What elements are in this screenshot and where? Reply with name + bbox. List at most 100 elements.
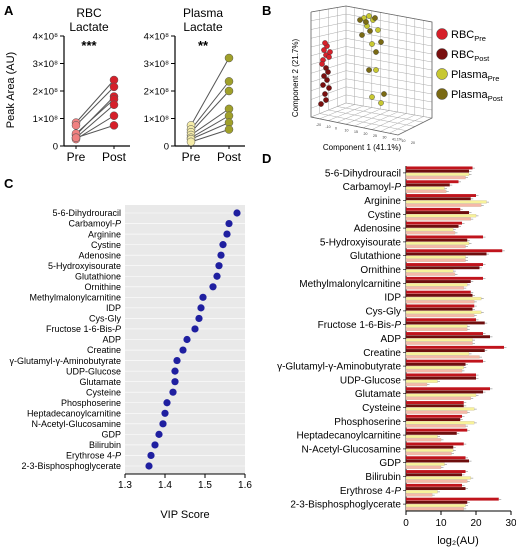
pca-floor-tick-label: 25 [373, 134, 377, 138]
bar [405, 421, 475, 425]
vip-category-label: GDP [101, 430, 121, 440]
bar-category-label: Glutathione [350, 251, 402, 262]
bar-xtick-label: 30 [505, 518, 516, 529]
bar [406, 445, 454, 449]
bar-xtick-label: 10 [435, 518, 447, 529]
bar [405, 407, 475, 411]
bar [406, 238, 468, 242]
rbc-post-point [109, 82, 119, 92]
bar [405, 479, 468, 483]
vip-point [215, 262, 223, 270]
plasma-ytick-label: 2×10⁸ [144, 87, 169, 98]
pca-point [373, 49, 379, 55]
bar [405, 172, 470, 176]
vip-category-label: Carbamoyl-P [68, 219, 121, 229]
pca-point [327, 49, 333, 55]
plasma-ytick-label: 1×10⁸ [144, 114, 169, 125]
plasma-lactate-title-line2: Lactate [183, 20, 223, 34]
bar-category-label: GDP [379, 458, 401, 469]
bar-category-label: Methylmalonylcarnitine [299, 279, 401, 290]
rbc-ytick-label: 1×10⁸ [33, 114, 58, 125]
bar [405, 365, 464, 370]
bar [406, 290, 471, 294]
bar [406, 318, 476, 322]
bar [405, 296, 482, 301]
bar [405, 352, 470, 356]
bar [406, 169, 469, 173]
vip-point [163, 399, 171, 407]
vip-point [209, 283, 217, 291]
pca-point [359, 32, 365, 38]
bar-category-label: Carbamoyl-P [343, 182, 402, 193]
rbc-pair-line [75, 86, 115, 126]
rbc-ytick-label: 2×10⁸ [33, 87, 58, 98]
bar [406, 224, 459, 228]
vip-category-label: IDP [106, 303, 121, 313]
bar-category-label: Ornithine [360, 265, 401, 276]
plasma-post-point [224, 77, 234, 86]
plasma-pair-line [190, 115, 230, 139]
plasma-xtick-label: Post [217, 150, 242, 164]
plasma-pair-line [190, 129, 230, 143]
vip-xtick-label: 1.3 [118, 480, 132, 491]
bar [406, 280, 471, 283]
bar [405, 269, 454, 273]
bar [405, 396, 471, 400]
bar [405, 451, 452, 456]
panel-a: RBC Lactate *** Plasma Lactate ** Peak A… [5, 6, 245, 164]
vip-point [197, 304, 205, 312]
bar [405, 214, 477, 218]
bar [406, 500, 468, 504]
bar [406, 359, 483, 363]
bar-category-label: N-Acetyl-Glucosamine [302, 444, 402, 455]
vip-xtick-label: 1.5 [198, 480, 212, 491]
plasma-ytick-label: 0 [164, 142, 169, 153]
plasma-pair-line [190, 108, 230, 136]
bar [406, 376, 476, 380]
panel-label-a: A [4, 3, 14, 18]
bar-category-label: Glutamate [355, 389, 402, 400]
pca-point [378, 100, 384, 106]
vip-category-label: Cys-Gly [89, 314, 121, 324]
panel-label-c: C [4, 176, 14, 191]
bar [406, 473, 462, 477]
bar [406, 335, 490, 339]
vip-point [219, 241, 227, 249]
bar [405, 272, 456, 276]
bar [406, 197, 471, 201]
pca-floor-tick-label: 10 [402, 139, 406, 143]
bar [405, 434, 438, 439]
bar [406, 442, 464, 446]
bar [405, 189, 447, 193]
bar [405, 241, 470, 245]
rbc-pair-line [75, 104, 115, 139]
bar-category-label: 2-3-Bisphosphoglycerate [290, 500, 401, 511]
bar [406, 483, 462, 487]
plasma-pair-line [190, 90, 230, 133]
bar-category-label: Adenosine [354, 224, 402, 235]
plasma-significance-label: ** [198, 38, 209, 53]
vip-category-label: ADP [102, 335, 121, 345]
bar-category-label: Cysteine [362, 403, 401, 414]
vip-category-label: Glutathione [75, 271, 121, 281]
pca-point [321, 47, 327, 53]
bar [405, 286, 464, 290]
bar [406, 349, 485, 352]
rbc-pre-point [71, 133, 81, 142]
legend-label: RBCPost [451, 49, 490, 63]
vip-category-label: Methylmalonylcarnitine [29, 293, 121, 303]
vip-point [155, 430, 163, 438]
bar [405, 324, 468, 328]
vip-xtick-label: 1.4 [158, 480, 172, 491]
legend-swatch [436, 28, 448, 40]
bar [405, 476, 471, 480]
rbc-pre-point [71, 121, 81, 130]
bar [405, 490, 438, 494]
pca-point [326, 54, 332, 60]
vip-category-label: 5-6-Dihydrouracil [52, 208, 121, 218]
rbc-ytick-label: 0 [53, 142, 58, 153]
bar [406, 276, 483, 280]
bar-category-label: Bilirubin [365, 472, 401, 483]
bar-category-label: Cystine [368, 210, 402, 221]
bar [406, 166, 473, 170]
